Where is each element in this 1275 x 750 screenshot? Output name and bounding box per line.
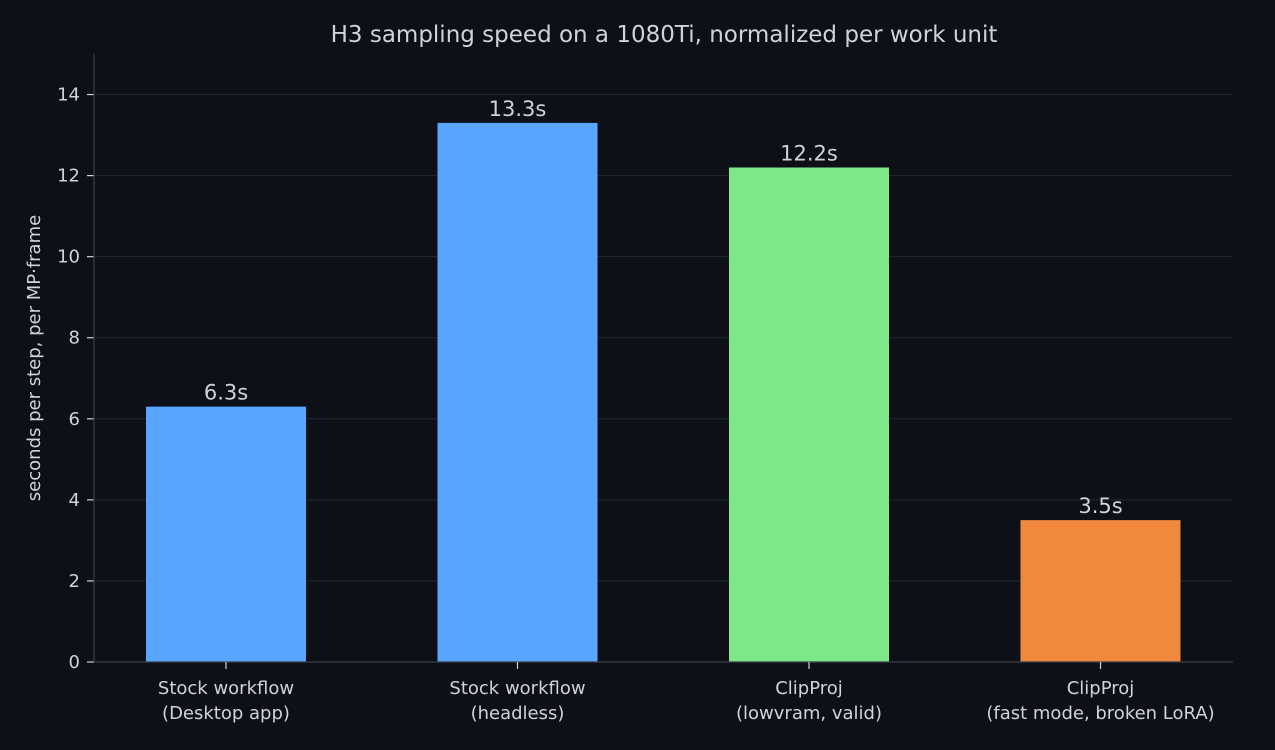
x-tick-label: (fast mode, broken LoRA) [986, 703, 1214, 724]
labels-layer: 0 2 4 6 8 10 12 14 6.3s Stock workflow (Desktop ap… [57, 85, 1215, 724]
y-tick-label: 4 [69, 490, 80, 511]
y-tick-label: 14 [57, 85, 80, 106]
bar [146, 406, 306, 662]
axes-layer [87, 54, 1233, 669]
x-tick-label: (lowvram, valid) [736, 703, 882, 724]
bar-value-label: 6.3s [204, 381, 248, 405]
x-tick-label: (Desktop app) [162, 703, 290, 724]
bar [1020, 520, 1181, 662]
bars-layer [146, 122, 1181, 662]
y-tick-label: 2 [69, 571, 80, 592]
chart-title: H3 sampling speed on a 1080Ti, normalize… [331, 22, 998, 48]
bar [729, 167, 889, 662]
x-tick-label: Stock workflow [449, 678, 585, 699]
y-tick-label: 8 [69, 328, 80, 349]
x-tick-label: ClipProj [1067, 678, 1135, 699]
x-tick-label: (headless) [471, 703, 565, 724]
bar-value-label: 12.2s [780, 141, 838, 165]
bar-value-label: 3.5s [1078, 494, 1122, 518]
y-tick-label: 0 [69, 652, 80, 673]
y-axis-label: seconds per step, per MP·frame [24, 215, 45, 501]
x-tick-label: ClipProj [775, 678, 843, 699]
bar [437, 122, 598, 662]
y-tick-label: 12 [57, 166, 80, 187]
y-tick-label: 6 [69, 409, 80, 430]
y-tick-label: 10 [57, 247, 80, 268]
x-tick-label: Stock workflow [158, 678, 294, 699]
bar-value-label: 13.3s [489, 97, 547, 121]
